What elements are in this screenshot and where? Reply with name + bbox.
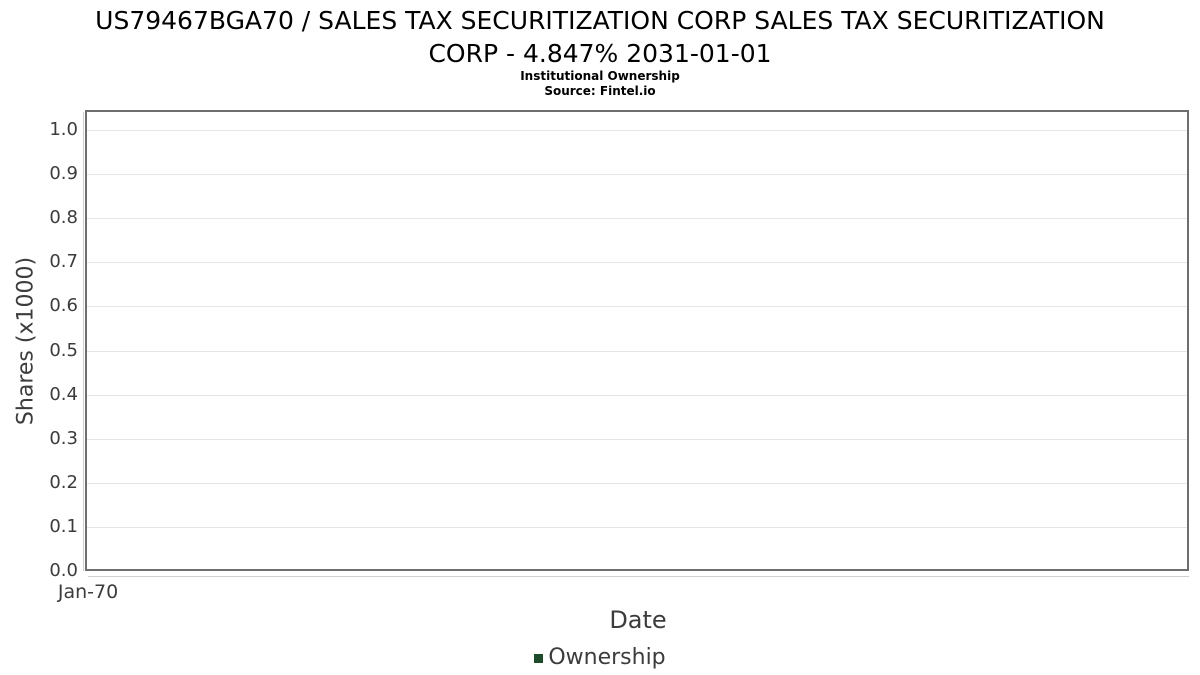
chart-source-credit: Source: Fintel.io bbox=[544, 84, 656, 98]
y-tick-label: 0.3 bbox=[49, 428, 78, 449]
y-tick-label: 0.8 bbox=[49, 207, 78, 228]
x-tick-label: Jan-70 bbox=[57, 581, 119, 603]
y-tick-label: 0.6 bbox=[49, 295, 78, 316]
y-tick-label: 0.7 bbox=[49, 251, 78, 272]
chart-title-line2: CORP - 4.847% 2031-01-01 bbox=[428, 39, 772, 68]
y-tick-label: 0.0 bbox=[49, 560, 78, 581]
y-tick-label: 1.0 bbox=[49, 119, 78, 140]
x-axis-line bbox=[88, 576, 1189, 577]
chart-title-line1: US79467BGA70 / SALES TAX SECURITIZATION … bbox=[95, 6, 1105, 35]
chart-subtitle: Institutional Ownership bbox=[520, 69, 680, 83]
y-tick-label: 0.2 bbox=[49, 472, 78, 493]
y-tick-label: 0.4 bbox=[49, 384, 78, 405]
legend: Ownership bbox=[0, 645, 1200, 671]
h-gridline bbox=[87, 174, 1187, 175]
h-gridline bbox=[87, 483, 1187, 484]
legend-label-ownership: Ownership bbox=[548, 645, 666, 670]
chart-title: US79467BGA70 / SALES TAX SECURITIZATION … bbox=[0, 4, 1200, 70]
y-tick-label: 0.1 bbox=[49, 516, 78, 537]
h-gridline bbox=[87, 262, 1187, 263]
h-gridline bbox=[87, 218, 1187, 219]
h-gridline bbox=[87, 130, 1187, 131]
y-axis-line bbox=[83, 112, 84, 571]
legend-swatch-ownership bbox=[534, 653, 544, 663]
y-tick-label: 0.9 bbox=[49, 163, 78, 184]
h-gridline bbox=[87, 439, 1187, 440]
h-gridline bbox=[87, 395, 1187, 396]
h-gridline bbox=[87, 351, 1187, 352]
x-axis-title: Date bbox=[609, 606, 667, 634]
h-gridline bbox=[87, 306, 1187, 307]
plot-area bbox=[85, 110, 1189, 571]
y-tick-label: 0.5 bbox=[49, 340, 78, 361]
h-gridline bbox=[87, 527, 1187, 528]
